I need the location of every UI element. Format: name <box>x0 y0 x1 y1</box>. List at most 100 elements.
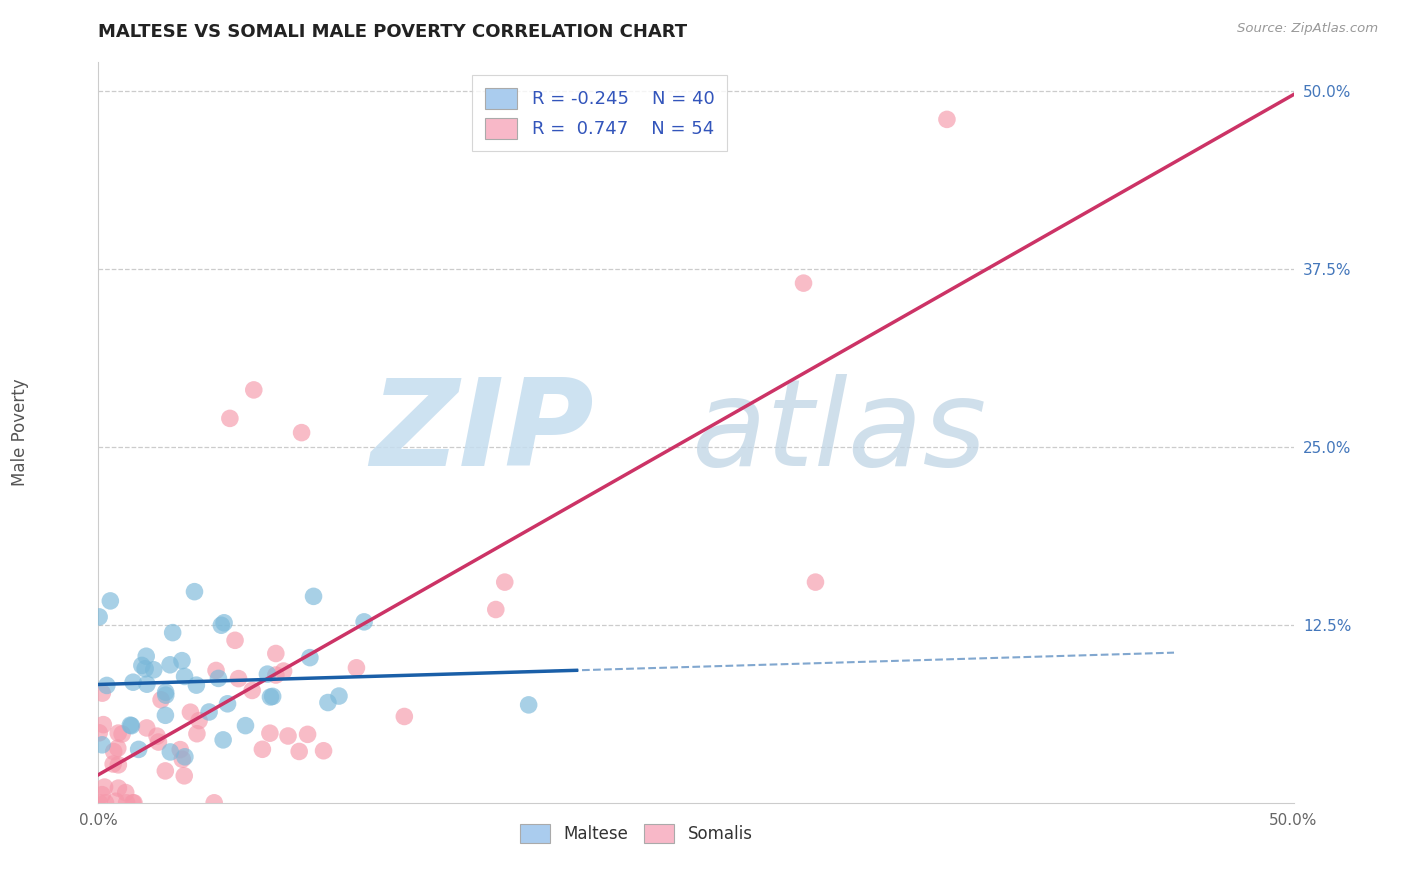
Point <box>186 727 208 741</box>
Point <box>346 661 368 675</box>
Point <box>134 662 156 676</box>
Point <box>316 696 339 710</box>
Point <box>103 745 125 759</box>
Point <box>170 654 193 668</box>
Point <box>228 672 250 686</box>
Point <box>298 650 321 665</box>
Point <box>89 610 111 624</box>
Text: MALTESE VS SOMALI MALE POVERTY CORRELATION CHART: MALTESE VS SOMALI MALE POVERTY CORRELATI… <box>98 23 688 41</box>
Point <box>291 425 314 440</box>
Text: atlas: atlas <box>692 374 987 491</box>
Point <box>259 690 281 704</box>
Point <box>89 726 111 740</box>
Point <box>264 668 287 682</box>
Point <box>256 667 278 681</box>
Point <box>207 672 229 686</box>
Point <box>205 664 228 678</box>
Point <box>485 602 508 616</box>
Point <box>219 411 242 425</box>
Point <box>91 788 114 802</box>
Point <box>122 796 145 810</box>
Point <box>277 729 299 743</box>
Point <box>155 708 177 723</box>
Point <box>89 796 111 810</box>
Point <box>91 738 114 752</box>
Point <box>328 689 350 703</box>
Point <box>155 764 177 778</box>
Point <box>107 757 129 772</box>
Point <box>212 615 235 630</box>
Point <box>212 732 235 747</box>
Point <box>179 705 201 719</box>
Point <box>162 625 184 640</box>
Point <box>122 796 145 810</box>
Point <box>264 647 287 661</box>
Point <box>209 618 232 632</box>
Point <box>804 575 827 590</box>
Point <box>111 727 134 741</box>
Point <box>135 649 157 664</box>
Point <box>93 780 115 794</box>
Point <box>107 781 129 796</box>
Point <box>517 698 540 712</box>
Point <box>273 664 295 678</box>
Point <box>243 383 266 397</box>
Point <box>131 658 153 673</box>
Text: Source: ZipAtlas.com: Source: ZipAtlas.com <box>1237 22 1378 36</box>
Point <box>494 575 516 590</box>
Point <box>96 678 118 692</box>
Point <box>793 276 815 290</box>
Point <box>91 686 114 700</box>
Point <box>107 741 129 756</box>
Point <box>107 726 129 740</box>
Point <box>353 615 375 629</box>
Point <box>217 697 239 711</box>
Point <box>172 752 194 766</box>
Point <box>114 786 136 800</box>
Point <box>128 742 150 756</box>
Point <box>224 633 246 648</box>
Point <box>936 112 959 127</box>
Legend: Maltese, Somalis: Maltese, Somalis <box>513 817 759 850</box>
Point <box>202 796 225 810</box>
Point <box>252 742 274 756</box>
Point <box>135 677 157 691</box>
Point <box>120 719 142 733</box>
Point <box>394 709 416 723</box>
Point <box>146 729 169 743</box>
Point <box>262 690 284 704</box>
Point <box>94 796 117 810</box>
Point <box>101 756 124 771</box>
Point <box>135 721 157 735</box>
Point <box>159 657 181 672</box>
Point <box>93 717 115 731</box>
Point <box>159 745 181 759</box>
Point <box>297 727 319 741</box>
Point <box>173 669 195 683</box>
Point <box>288 744 311 758</box>
Y-axis label: Male Poverty: Male Poverty <box>11 379 30 486</box>
Point <box>115 796 138 810</box>
Point <box>188 714 211 728</box>
Point <box>183 584 205 599</box>
Point <box>186 678 208 692</box>
Point <box>259 726 281 740</box>
Text: ZIP: ZIP <box>371 374 595 491</box>
Point <box>235 718 257 732</box>
Point <box>142 663 165 677</box>
Point <box>120 718 142 732</box>
Point <box>98 594 121 608</box>
Point <box>240 683 263 698</box>
Point <box>198 705 221 719</box>
Point <box>173 749 195 764</box>
Point <box>150 693 173 707</box>
Point <box>148 735 170 749</box>
Point <box>155 688 177 702</box>
Point <box>104 794 127 808</box>
Point <box>312 744 335 758</box>
Point <box>169 742 191 756</box>
Point <box>302 590 325 604</box>
Point <box>155 685 177 699</box>
Point <box>122 675 145 690</box>
Point <box>173 769 195 783</box>
